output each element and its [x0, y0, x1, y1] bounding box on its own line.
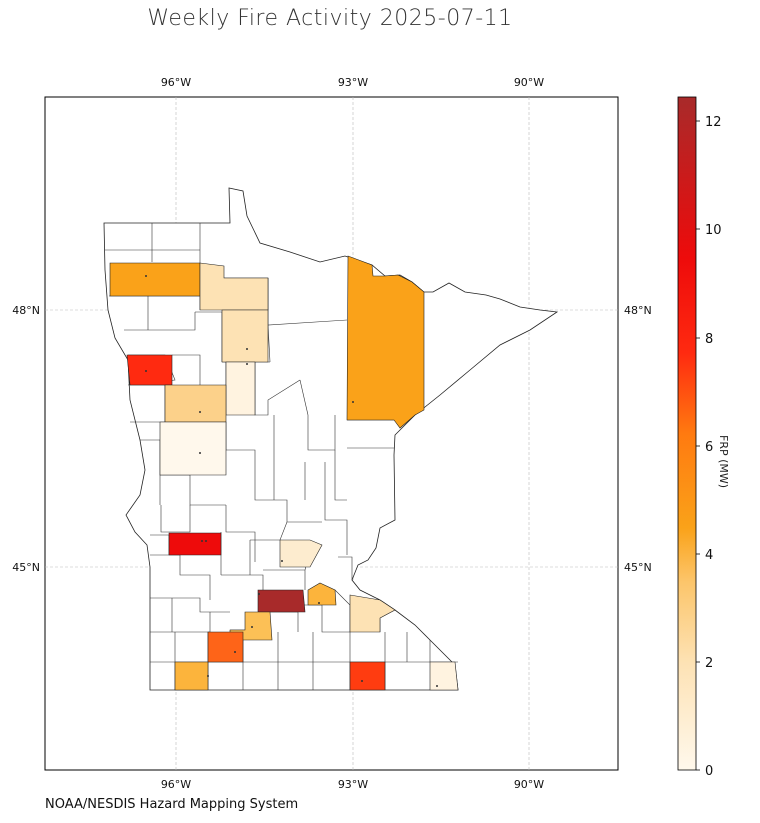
lon-label-bottom-90: 90°W [514, 778, 544, 791]
county-fill-clearwater [225, 361, 256, 416]
colorbar-tick-labels: 0 2 4 6 8 10 12 [705, 115, 722, 779]
lon-label-top-90: 90°W [514, 76, 544, 89]
county-fill-brown [207, 631, 244, 663]
lat-label-left-45: 45°N [12, 561, 40, 574]
lon-labels-top: 96°W 93°W 90°W [161, 76, 544, 89]
cb-tick-2: 2 [705, 656, 713, 671]
lon-label-top-93: 93°W [338, 76, 368, 89]
lon-label-top-96: 96°W [161, 76, 191, 89]
county-fill-goodhue [349, 594, 396, 633]
source-credit: NOAA/NESDIS Hazard Mapping System [45, 797, 299, 812]
lat-label-left-48: 48°N [12, 304, 40, 317]
lat-label-right-48: 48°N [624, 304, 652, 317]
lat-label-right-45: 45°N [624, 561, 652, 574]
lat-labels-left: 48°N 45°N [12, 304, 40, 574]
map-frame [44, 96, 619, 771]
lon-label-bottom-96: 96°W [161, 778, 191, 791]
cb-tick-6: 6 [705, 440, 713, 455]
cb-tick-12: 12 [705, 115, 722, 130]
county-fill-dakota [307, 582, 337, 606]
county-fill-carver [257, 589, 306, 613]
fire-points [145, 275, 438, 687]
county-fill-anoka [279, 539, 323, 568]
county-fill-roseau [199, 262, 269, 311]
cb-tick-4: 4 [705, 548, 713, 563]
colorbar-ticks [696, 120, 700, 771]
colorbar-label: FRP (MW) [717, 435, 730, 489]
county-fill-norman [126, 354, 173, 386]
county-fill-becker [164, 384, 227, 423]
county-fill-freeborn [349, 661, 386, 691]
county-fill-houston [429, 661, 459, 691]
lat-labels-right: 48°N 45°N [624, 304, 652, 574]
lon-label-bottom-93: 93°W [338, 778, 368, 791]
cb-tick-0: 0 [705, 764, 713, 779]
county-fill-stlouis [346, 255, 425, 429]
county-fill-jackson [174, 661, 209, 691]
county-fill-ottertail [159, 421, 227, 476]
county-fill-kittson [109, 262, 201, 297]
fire-counties [109, 255, 459, 691]
lon-labels-bottom: 96°W 93°W 90°W [161, 778, 544, 791]
county-fill-beltrami [221, 309, 269, 363]
map-title: Weekly Fire Activity 2025-07-11 [147, 6, 513, 31]
county-fill-renville [168, 532, 222, 556]
colorbar [677, 96, 697, 771]
cb-tick-8: 8 [705, 332, 713, 347]
cb-tick-10: 10 [705, 223, 722, 238]
